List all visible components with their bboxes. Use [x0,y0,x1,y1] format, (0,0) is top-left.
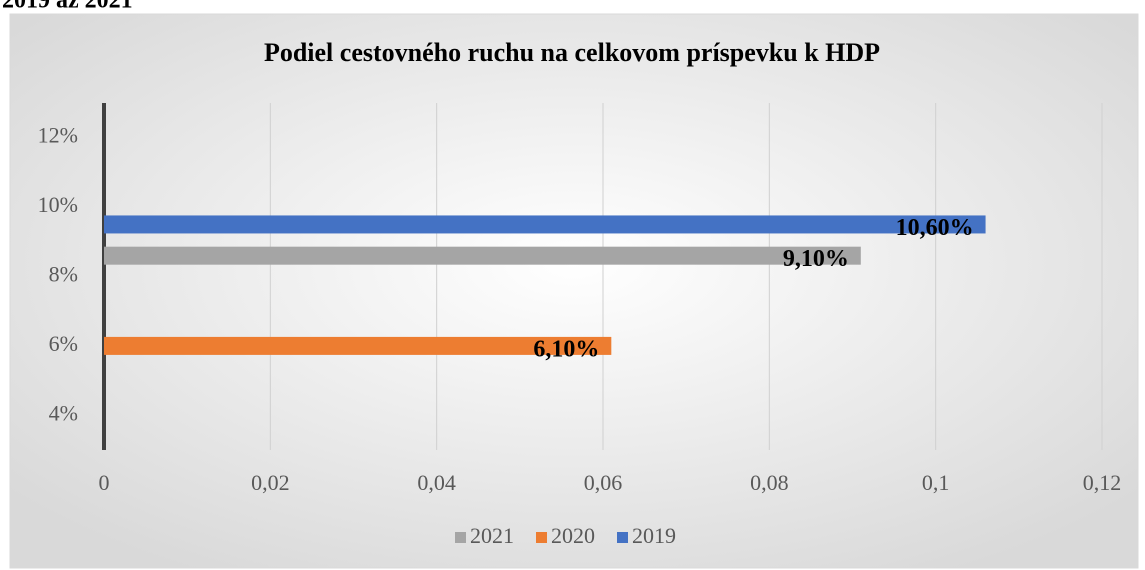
data-label: 6,10% [533,336,599,362]
x-tick-label: 0 [99,470,110,495]
bar [104,336,612,355]
y-tick-label: 12% [38,123,78,148]
legend-swatch [536,532,547,543]
x-tick-label: 0,1 [922,470,950,495]
chart-title: Podiel cestovného ruchu na celkovom prís… [264,38,880,67]
y-tick-label: 10% [38,192,78,217]
x-tick-label: 0,02 [251,470,290,495]
data-label: 9,10% [783,246,849,272]
y-tick-label: 8% [49,262,78,287]
y-tick-label: 6% [49,331,78,356]
heading: 2019 až 2021 [2,0,133,14]
legend-swatch [617,532,628,543]
bar [104,246,861,265]
legend-label: 2021 [470,523,514,548]
y-tick-label: 4% [49,400,78,425]
x-tick-label: 0,08 [750,470,789,495]
chart-area [9,13,1139,569]
data-label: 10,60% [896,215,974,241]
x-tick-label: 0,04 [417,470,456,495]
legend-swatch [455,532,466,543]
x-tick-label: 0,12 [1083,470,1122,495]
x-tick-label: 0,06 [584,470,623,495]
legend-label: 2020 [551,523,595,548]
bar [104,215,986,234]
legend-label: 2019 [632,523,676,548]
